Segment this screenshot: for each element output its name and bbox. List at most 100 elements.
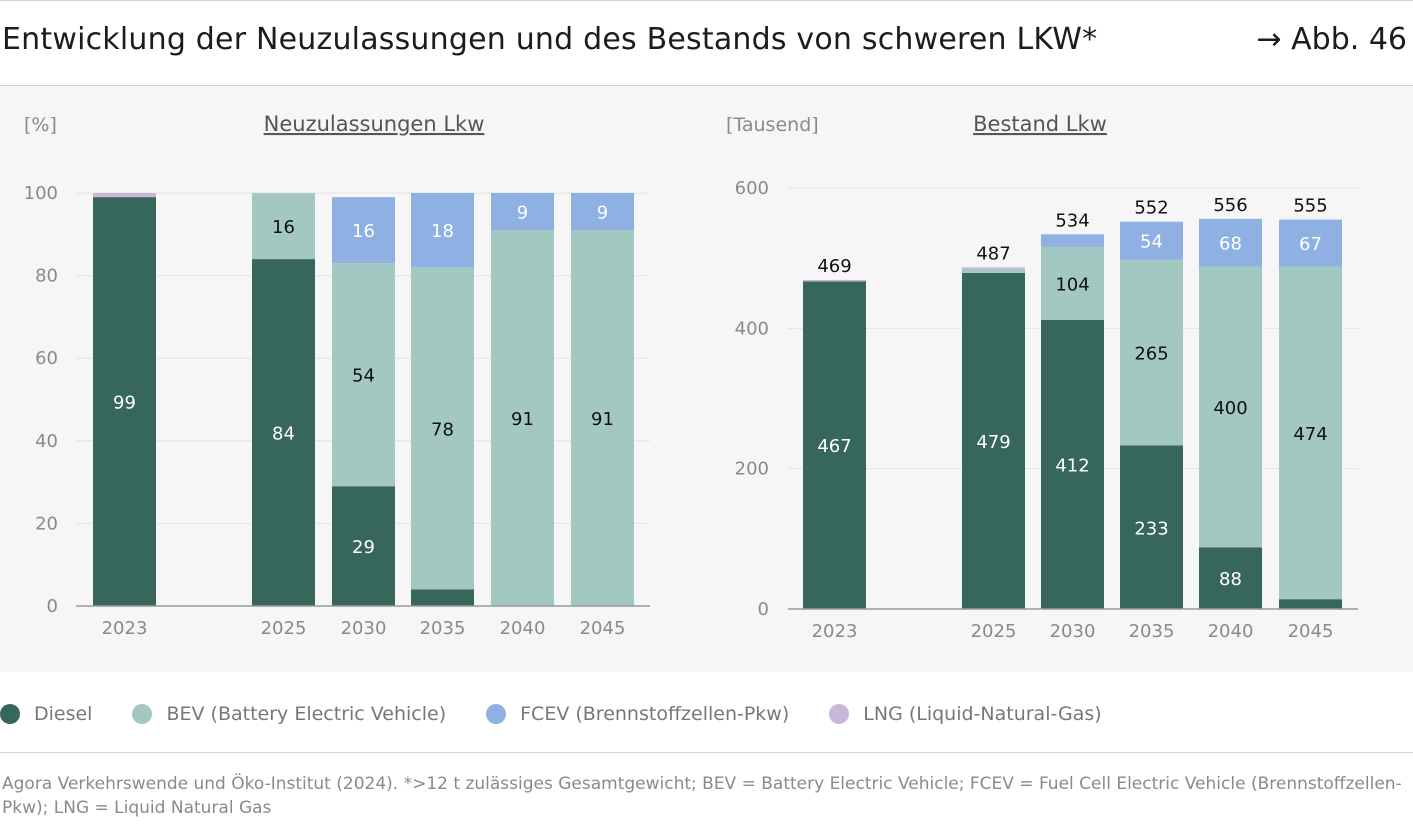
chart-0-bar-diesel-2023 (93, 197, 156, 606)
chart-1-total-label-2045: 555 (1293, 196, 1327, 217)
chart-1-bar-bev-2040 (1199, 266, 1262, 548)
chart-1-total-label-2025: 487 (976, 243, 1010, 264)
chart-0-data-label-fcev-2035: 18 (431, 221, 454, 242)
chart-1-y-tick-label: 600 (735, 178, 769, 199)
chart-1-total-label-2035: 552 (1134, 198, 1168, 219)
chart-0-bar-fcev-2035 (411, 193, 474, 268)
chart-1-bar-fcev-2040 (1199, 218, 1262, 267)
chart-1-total-label-2040: 556 (1213, 195, 1247, 216)
chart-1-bar-fcev-2035 (1120, 221, 1183, 260)
chart-0-x-tick-label-2025: 2025 (261, 618, 307, 639)
chart-1-unit-label: [Tausend] (726, 114, 819, 136)
chart-0-y-tick-label: 100 (24, 183, 58, 204)
chart-0-x-tick-label-2023: 2023 (102, 618, 148, 639)
chart-0-title: Neuzulassungen Lkw (264, 112, 485, 136)
chart-1-x-tick-label-2045: 2045 (1288, 621, 1334, 642)
chart-1-data-label-bev-2040: 400 (1213, 398, 1247, 419)
chart-1-x-tick-label-2040: 2040 (1208, 621, 1254, 642)
chart-0-y-tick-label: 0 (47, 596, 58, 617)
chart-1-bar-fcev-2045 (1279, 219, 1342, 267)
chart-1-bar-bev-2045 (1279, 266, 1342, 600)
chart-0-bar-bev-2035 (411, 267, 474, 590)
footer-rule (0, 752, 1413, 753)
chart-0-y-tick-label: 20 (35, 513, 58, 534)
chart-0-data-label-fcev-2045: 9 (597, 203, 608, 224)
chart-0-unit-label: [%] (24, 114, 57, 136)
chart-1-data-label-fcev-2035: 54 (1140, 232, 1163, 253)
chart-1-y-tick-label: 200 (735, 459, 769, 480)
header-rule (0, 85, 1413, 86)
chart-1-x-tick-label-2035: 2035 (1129, 621, 1175, 642)
chart-0-y-tick-label: 40 (35, 431, 58, 452)
chart-0-data-label-bev-2035: 78 (431, 419, 454, 440)
legend-item-lng: LNG (Liquid-Natural-Gas) (829, 703, 1102, 725)
legend-label-diesel: Diesel (34, 703, 93, 725)
chart-1-data-label-bev-2045: 474 (1293, 424, 1327, 445)
chart-1-bar-diesel-2045 (1279, 599, 1342, 609)
chart-1-title: Bestand Lkw (973, 112, 1107, 136)
chart-0-bar-bev-2030 (332, 263, 395, 487)
legend-label-bev: BEV (Battery Electric Vehicle) (166, 703, 447, 725)
source-note: Agora Verkehrswende und Öko-Institut (20… (2, 774, 1402, 818)
chart-1-bar-diesel-2023 (803, 281, 866, 609)
chart-1-y-tick-label: 400 (735, 318, 769, 339)
legend-label-lng: LNG (Liquid-Natural-Gas) (863, 703, 1102, 725)
chart-1-bar-bev-2030 (1041, 246, 1104, 320)
chart-0-x-tick-label-2030: 2030 (341, 618, 387, 639)
chart-0-bar-bev-2045 (571, 230, 634, 607)
chart-1-bar-lng-2023 (803, 279, 866, 282)
bev-swatch-icon (132, 704, 153, 724)
chart-0-data-label-bev-2045: 91 (591, 409, 614, 430)
chart-0-data-label-diesel-2030: 29 (352, 537, 375, 558)
chart-1-data-label-diesel-2035: 233 (1134, 518, 1168, 539)
chart-0-data-label-bev-2030: 54 (352, 366, 375, 387)
chart-0-data-label-diesel-2023: 99 (113, 393, 136, 414)
chart-1-total-label-2023: 469 (817, 256, 851, 277)
lng-swatch-icon (829, 704, 850, 724)
figure-reference: → Abb. 46 (1256, 22, 1407, 57)
chart-1-x-tick-label-2025: 2025 (971, 621, 1017, 642)
charts-svg: [%] Neuzulassungen Lkw0204060801009920238… (24, 112, 1358, 642)
chart-1-bar-lng-2025 (962, 267, 1025, 269)
chart-0-x-tick-label-2040: 2040 (500, 618, 546, 639)
chart-0-bar-diesel-2035 (411, 589, 474, 606)
chart-1-x-tick-label-2023: 2023 (812, 621, 858, 642)
chart-1-data-label-fcev-2040: 68 (1219, 234, 1242, 255)
chart-1-data-label-diesel-2025: 479 (976, 432, 1010, 453)
chart-0-data-label-fcev-2040: 9 (517, 203, 528, 224)
chart-0-bar-diesel-2025 (252, 259, 315, 606)
chart-1-total-label-2030: 534 (1055, 210, 1089, 231)
legend-item-fcev: FCEV (Brennstoffzellen-Pkw) (486, 703, 789, 725)
top-rule (0, 0, 1413, 1)
chart-0-bar-lng-2023 (93, 193, 156, 198)
chart-0-x-tick-label-2035: 2035 (420, 618, 466, 639)
chart-1-bar-fcev-2030 (1041, 234, 1104, 247)
chart-0-y-tick-label: 80 (35, 266, 58, 287)
page-title: Entwicklung der Neuzulassungen und des B… (2, 22, 1098, 57)
chart-0-y-tick-label: 60 (35, 348, 58, 369)
chart-0-data-label-diesel-2025: 84 (272, 424, 295, 445)
chart-1-y-tick-label: 0 (758, 599, 769, 620)
legend-item-bev: BEV (Battery Electric Vehicle) (132, 703, 446, 725)
chart-1-data-label-diesel-2040: 88 (1219, 569, 1242, 590)
chart-0-data-label-bev-2025: 16 (272, 217, 295, 238)
chart-0-bar-bev-2040 (491, 230, 554, 607)
chart-1-bar-bev-2025 (962, 268, 1025, 273)
fcev-swatch-icon (486, 704, 507, 724)
legend-item-diesel: Diesel (0, 703, 92, 725)
chart-1-bar-diesel-2025 (962, 272, 1025, 609)
chart-0-data-label-fcev-2030: 16 (352, 221, 375, 242)
chart-1-bar-bev-2035 (1120, 259, 1183, 446)
chart-0-bar-diesel-2030 (332, 486, 395, 606)
chart-1-bar-diesel-2035 (1120, 445, 1183, 609)
chart-1-data-label-bev-2035: 265 (1134, 344, 1168, 365)
chart-1-bar-diesel-2040 (1199, 547, 1262, 609)
chart-0-bar-fcev-2045 (571, 193, 634, 231)
legend-label-fcev: FCEV (Brennstoffzellen-Pkw) (520, 703, 790, 725)
chart-1-data-label-bev-2030: 104 (1055, 274, 1089, 295)
chart-0-x-tick-label-2045: 2045 (580, 618, 626, 639)
legend: Diesel BEV (Battery Electric Vehicle) FC… (0, 698, 1142, 730)
chart-0-bar-fcev-2040 (491, 193, 554, 231)
chart-0-bar-fcev-2030 (332, 197, 395, 264)
chart-0-data-label-bev-2040: 91 (511, 409, 534, 430)
